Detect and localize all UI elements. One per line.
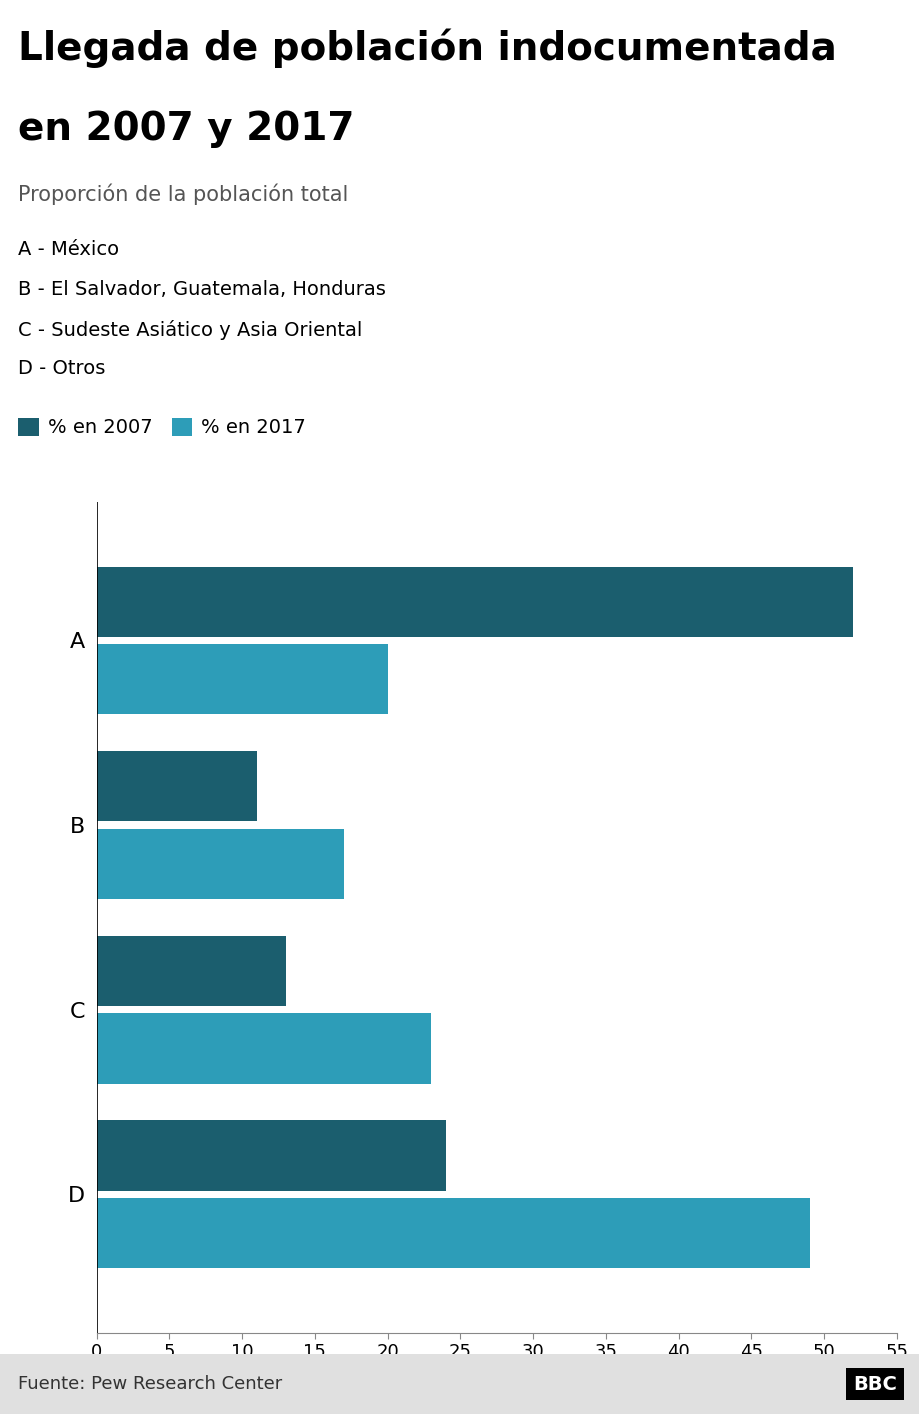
Text: B - El Salvador, Guatemala, Honduras: B - El Salvador, Guatemala, Honduras bbox=[18, 280, 386, 298]
Bar bbox=[96, 567, 853, 636]
Text: C - Sudeste Asiático y Asia Oriental: C - Sudeste Asiático y Asia Oriental bbox=[18, 320, 362, 339]
Bar bbox=[96, 751, 256, 822]
Bar bbox=[96, 1014, 431, 1083]
Bar bbox=[96, 1198, 809, 1268]
Text: % en 2007: % en 2007 bbox=[48, 417, 153, 437]
Text: Llegada de población indocumentada: Llegada de población indocumentada bbox=[18, 28, 836, 68]
Text: A - México: A - México bbox=[18, 240, 119, 259]
Bar bbox=[96, 645, 387, 714]
Text: % en 2017: % en 2017 bbox=[201, 417, 306, 437]
Bar bbox=[96, 829, 344, 899]
Text: BBC: BBC bbox=[852, 1374, 896, 1394]
Text: D - Otros: D - Otros bbox=[18, 359, 106, 378]
Text: Fuente: Pew Research Center: Fuente: Pew Research Center bbox=[18, 1374, 282, 1393]
Bar bbox=[96, 1120, 446, 1191]
Text: en 2007 y 2017: en 2007 y 2017 bbox=[18, 110, 355, 148]
Text: Proporción de la población total: Proporción de la población total bbox=[18, 184, 348, 205]
Bar bbox=[96, 936, 286, 1005]
